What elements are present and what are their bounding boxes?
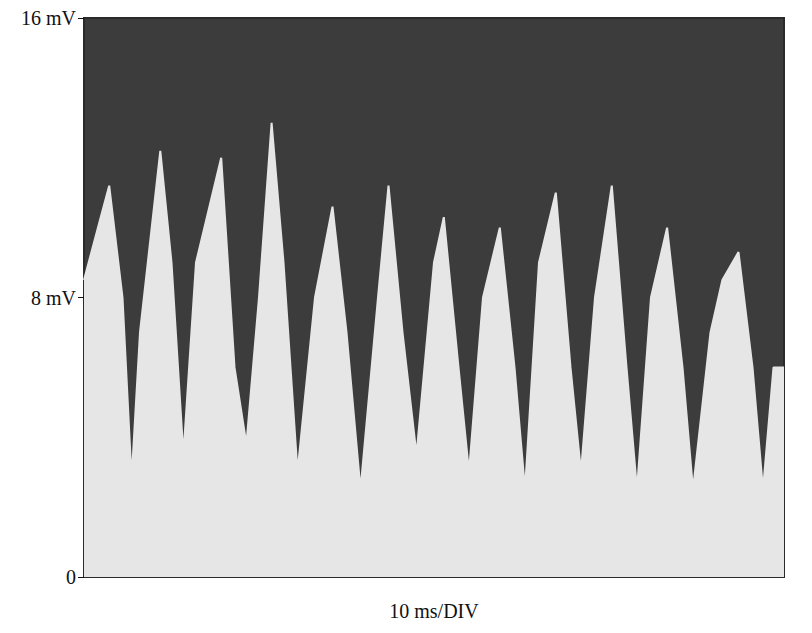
svg-text:8 mV: 8 mV (31, 287, 77, 309)
svg-text:16 mV: 16 mV (21, 7, 77, 29)
svg-text:0: 0 (66, 566, 76, 588)
svg-text:10 ms/DIV: 10 ms/DIV (389, 600, 479, 622)
